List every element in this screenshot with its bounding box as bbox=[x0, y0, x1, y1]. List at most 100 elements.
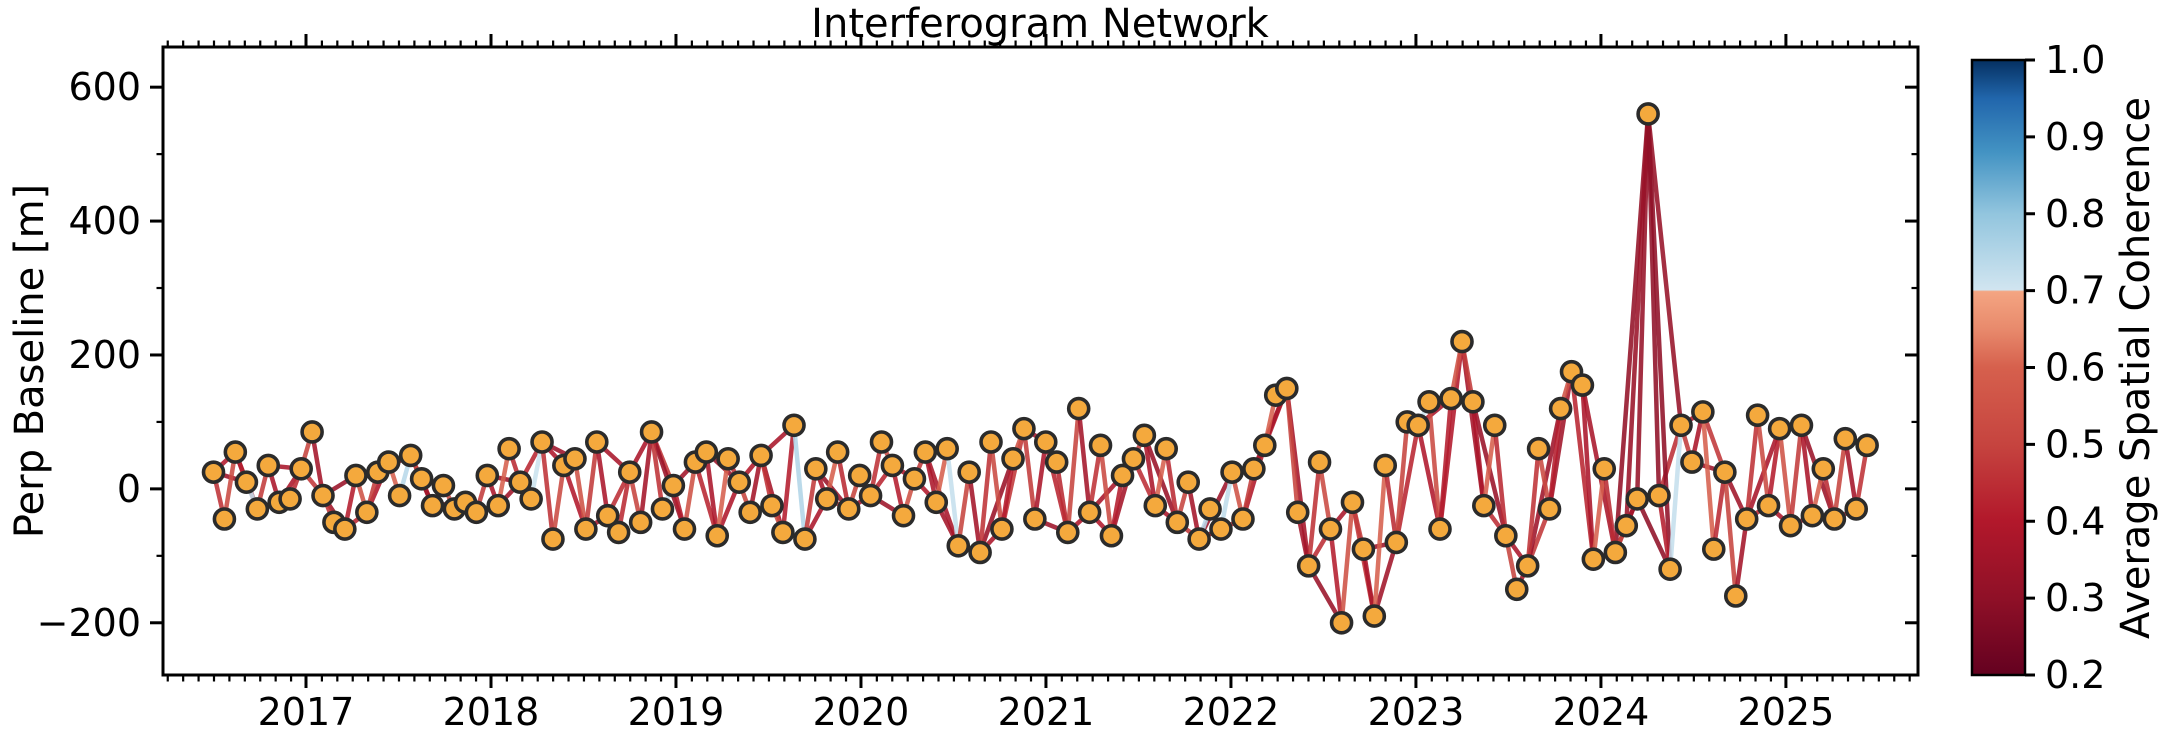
interferogram-edge bbox=[1372, 463, 1388, 619]
acquisition-point bbox=[1285, 500, 1310, 525]
acquisition-point bbox=[1406, 413, 1430, 438]
interferogram-edge bbox=[1394, 419, 1410, 545]
acquisition-point bbox=[1461, 390, 1485, 414]
interferogram-edge bbox=[1525, 446, 1541, 569]
acquisition-point bbox=[902, 467, 927, 491]
axes-frame bbox=[161, 45, 1920, 677]
acquisition-point bbox=[256, 453, 281, 478]
interferogram-edge bbox=[1733, 516, 1749, 599]
interferogram-edge bbox=[704, 449, 720, 538]
acquisition-point bbox=[1504, 577, 1529, 602]
acquisition-point bbox=[311, 483, 335, 508]
acquisition-point bbox=[409, 467, 434, 491]
interferogram-edge bbox=[1076, 406, 1092, 515]
interferogram-edge bbox=[638, 429, 654, 525]
colorbar-tick-label: 0.9 bbox=[2045, 115, 2105, 159]
acquisition-point bbox=[585, 430, 609, 454]
acquisition-point bbox=[1329, 610, 1354, 635]
acquisition-point bbox=[563, 446, 587, 471]
acquisition-point bbox=[782, 413, 806, 438]
colorbar-tick-label: 0.4 bbox=[2045, 499, 2105, 543]
chart-title: Interferogram Network bbox=[811, 1, 1269, 47]
acquisition-point bbox=[387, 483, 412, 508]
acquisition-point bbox=[1734, 507, 1759, 531]
acquisition-point bbox=[1121, 446, 1146, 471]
acquisition-point bbox=[530, 430, 554, 454]
acquisition-point bbox=[1713, 460, 1737, 484]
acquisition-point bbox=[639, 420, 664, 444]
interferogram-edge bbox=[1722, 469, 1739, 599]
interferogram-edge bbox=[1755, 412, 1771, 508]
acquisition-point bbox=[595, 503, 620, 528]
acquisition-point bbox=[1701, 537, 1726, 561]
interferogram-edge bbox=[1777, 426, 1793, 528]
acquisition-point bbox=[1625, 487, 1649, 511]
acquisition-point bbox=[793, 527, 817, 551]
interferogram-edge bbox=[802, 466, 819, 542]
acquisition-point bbox=[990, 517, 1014, 541]
acquisition-point bbox=[1088, 433, 1113, 458]
acquisition-point bbox=[1362, 604, 1387, 628]
acquisition-point bbox=[1855, 433, 1879, 458]
acquisition-point bbox=[1209, 517, 1233, 541]
acquisition-point bbox=[1450, 329, 1474, 354]
acquisition-point bbox=[1023, 507, 1047, 531]
colorbar-gradient bbox=[1970, 58, 2027, 677]
interferogram-edge bbox=[791, 423, 808, 542]
acquisition-point bbox=[760, 493, 784, 518]
acquisition-point bbox=[1603, 540, 1628, 565]
x-tick-label: 2023 bbox=[1368, 690, 1465, 734]
acquisition-point bbox=[1417, 390, 1441, 414]
acquisition-point bbox=[1099, 523, 1124, 548]
interferogram-edge bbox=[1832, 436, 1848, 522]
acquisition-point bbox=[1132, 423, 1157, 448]
acquisition-point bbox=[913, 440, 938, 464]
acquisition-point bbox=[1548, 396, 1573, 421]
acquisition-point bbox=[1198, 497, 1222, 521]
acquisition-point bbox=[486, 493, 511, 518]
y-tick-label: 200 bbox=[68, 333, 141, 377]
acquisition-point bbox=[278, 487, 302, 511]
x-tick-label: 2019 bbox=[628, 690, 725, 734]
acquisition-point bbox=[398, 443, 423, 468]
y-axis-label: Perp Baseline [m] bbox=[7, 183, 53, 539]
acquisition-point bbox=[1767, 416, 1792, 441]
colorbar-tick-label: 0.8 bbox=[2045, 192, 2105, 236]
interferogram-edge bbox=[1426, 399, 1443, 532]
interferogram-edge bbox=[1602, 466, 1618, 555]
interferogram-edge bbox=[1580, 382, 1596, 562]
acquisition-point bbox=[804, 456, 828, 481]
interferogram-edge bbox=[1667, 423, 1684, 572]
acquisition-point bbox=[1110, 463, 1135, 488]
acquisition-point bbox=[1165, 510, 1190, 535]
acquisition-point bbox=[957, 460, 981, 484]
y-tick-label: −200 bbox=[37, 601, 141, 645]
interferogram-edge bbox=[1163, 446, 1180, 525]
colorbar-tick-label: 0.6 bbox=[2045, 346, 2105, 390]
acquisition-point bbox=[1494, 523, 1518, 548]
acquisition-point bbox=[1482, 413, 1507, 438]
interferogram-edge bbox=[1098, 443, 1114, 538]
acquisition-point bbox=[1055, 520, 1080, 545]
interferogram-edge bbox=[714, 456, 731, 538]
x-tick-label: 2025 bbox=[1738, 690, 1835, 734]
acquisition-point bbox=[376, 450, 401, 474]
interferogram-edge bbox=[1481, 423, 1497, 508]
interferogram-edge bbox=[966, 469, 983, 555]
x-tick-label: 2017 bbox=[258, 690, 355, 734]
acquisition-point bbox=[1296, 554, 1321, 578]
acquisition-point bbox=[1691, 400, 1715, 424]
acquisition-point bbox=[694, 440, 719, 464]
acquisition-point bbox=[1822, 507, 1847, 531]
interferogram-edge bbox=[583, 439, 600, 532]
interferogram-edge bbox=[1372, 540, 1399, 619]
acquisition-point bbox=[355, 500, 379, 525]
acquisition-point bbox=[1570, 373, 1595, 397]
interferogram-edge bbox=[1700, 409, 1717, 552]
acquisition-point bbox=[1800, 503, 1825, 528]
interferogram-edge bbox=[1547, 406, 1563, 512]
acquisition-point bbox=[814, 487, 839, 511]
acquisition-point bbox=[1833, 426, 1858, 451]
y-tick-label: 400 bbox=[68, 199, 141, 243]
